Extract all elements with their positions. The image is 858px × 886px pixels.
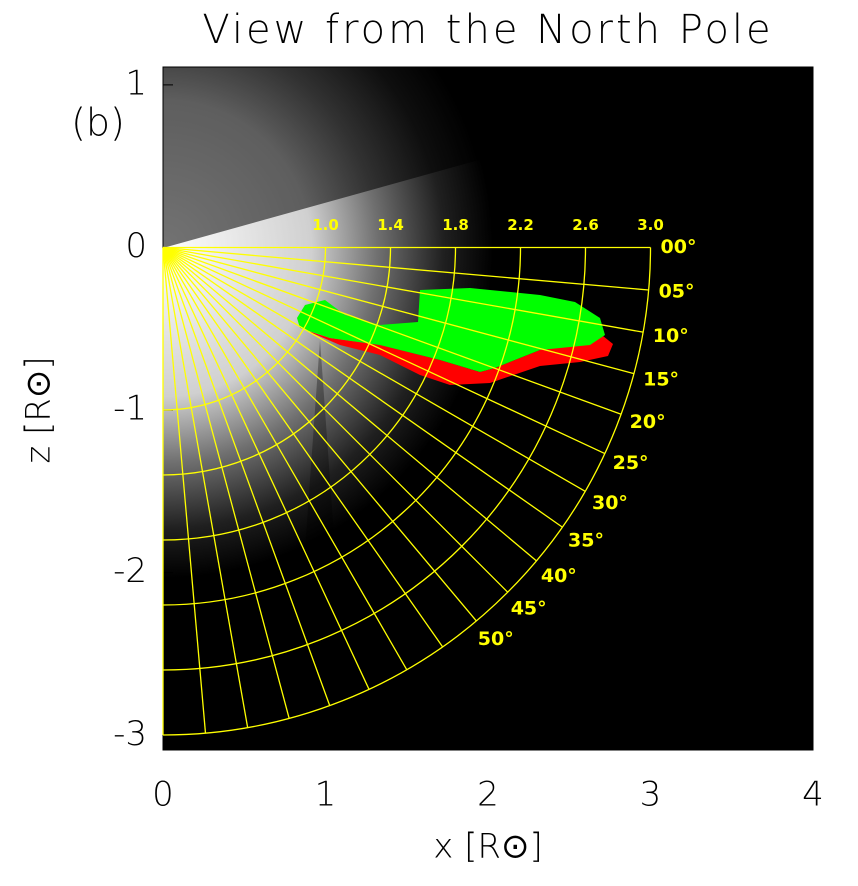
y-tick-label: 1 [125,63,147,103]
ray-grid-line [162,246,635,375]
x-tick-label: 1 [315,775,337,815]
angle-label: 50° [478,628,514,650]
ray-grid-line [162,246,563,528]
ray-grid-line [162,247,537,562]
angle-label: 15° [643,368,679,390]
angle-label: 00° [661,236,697,258]
angle-label: 10° [653,325,689,347]
radius-label: 1.8 [442,216,469,234]
angle-label: 30° [592,492,628,514]
ray-grid-line [162,246,586,492]
ray-grid-line [162,246,649,291]
x-tick-label: 3 [640,775,662,815]
angle-label: 20° [630,411,666,433]
x-tick-label: 2 [477,775,499,815]
ray-grid-line [162,247,509,593]
ray-grid-line [162,246,622,415]
ray-grid-line [162,247,331,706]
ray-grid-line [162,246,606,455]
radius-label: 1.4 [377,216,404,234]
ray-grid-line [162,247,207,734]
angle-label: 45° [511,598,547,620]
ray-grid-line [162,247,408,671]
x-tick-label: 4 [802,775,824,815]
y-axis-label: z [R⊙] [19,356,59,463]
x-tick-label: 0 [152,775,174,815]
x-axis-label: x [R⊙] [433,827,543,867]
y-tick-label: -1 [113,389,147,429]
ray-grid-line [162,246,644,333]
angle-label: 05° [659,281,695,303]
y-tick-label: -2 [113,551,147,591]
ray-grid-line [162,247,477,622]
radius-label: 2.6 [572,216,599,234]
y-tick-label: 0 [125,226,147,266]
angle-label: 40° [541,565,577,587]
ice-regions [297,288,613,385]
red-region [305,330,613,385]
radius-label: 1.0 [312,216,339,234]
radius-label: 3.0 [637,216,664,234]
title: View from the North Pole [202,7,773,53]
angle-label: 25° [613,452,649,474]
y-tick-label: -3 [113,714,147,754]
panel-label: (b) [71,101,125,145]
radius-label: 2.2 [507,216,534,234]
ray-grid-line [162,247,249,728]
green-region [297,288,605,372]
ray-grid-line [162,247,290,719]
angle-label: 35° [568,529,604,551]
ray-grid-line [162,247,370,690]
ray-grid-line [162,247,444,648]
